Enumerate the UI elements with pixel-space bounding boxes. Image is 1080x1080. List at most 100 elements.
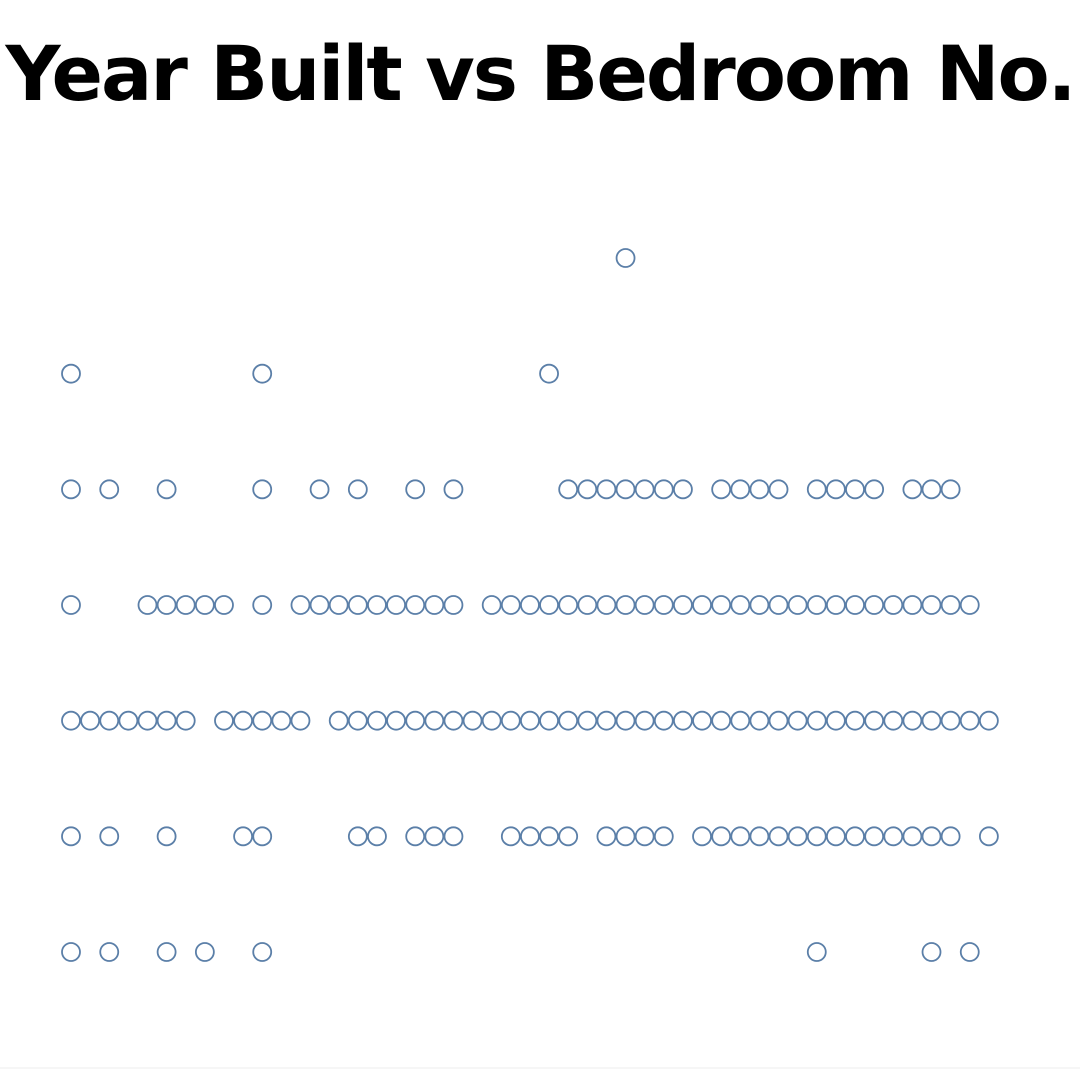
data-point <box>692 710 712 731</box>
data-point <box>99 942 120 962</box>
data-point <box>864 595 885 615</box>
data-point <box>845 710 865 731</box>
data-point <box>634 826 655 847</box>
data-point <box>386 595 406 615</box>
data-point <box>634 595 655 615</box>
data-point <box>730 595 751 615</box>
data-point <box>347 595 368 615</box>
data-point <box>806 479 827 500</box>
data-point <box>252 942 273 962</box>
chart-title: Year Built vs Bedroom No. <box>5 29 1076 118</box>
data-point <box>500 710 521 731</box>
data-point <box>978 710 999 731</box>
data-point <box>768 710 789 731</box>
data-point <box>424 710 445 731</box>
data-point <box>826 710 846 731</box>
data-point <box>194 595 215 615</box>
data-point <box>826 826 846 847</box>
data-point <box>424 595 445 615</box>
data-point <box>309 479 330 500</box>
data-point <box>252 826 273 847</box>
data-point <box>883 710 904 731</box>
data-point <box>347 479 368 500</box>
data-point <box>940 479 961 500</box>
data-point <box>156 826 177 847</box>
data-point <box>806 710 827 731</box>
data-point <box>347 826 368 847</box>
data-point <box>99 826 120 847</box>
data-point <box>692 826 712 847</box>
data-point <box>711 710 732 731</box>
data-point <box>405 479 426 500</box>
data-point <box>462 710 483 731</box>
data-point <box>424 826 445 847</box>
data-point <box>692 595 712 615</box>
data-point <box>787 595 808 615</box>
data-point <box>653 826 674 847</box>
data-point <box>845 826 865 847</box>
data-point <box>137 595 158 615</box>
data-point <box>826 479 846 500</box>
data-point <box>902 826 923 847</box>
data-point <box>367 710 387 731</box>
data-point <box>558 710 579 731</box>
data-point <box>749 710 770 731</box>
data-point <box>577 595 598 615</box>
data-point <box>749 826 770 847</box>
data-point <box>156 710 177 731</box>
data-point <box>539 363 559 384</box>
data-point <box>61 942 81 962</box>
data-point <box>596 710 617 731</box>
data-point <box>826 595 846 615</box>
data-point <box>845 479 865 500</box>
data-point <box>768 826 789 847</box>
data-point <box>175 710 196 731</box>
data-point <box>405 826 426 847</box>
data-point <box>194 942 215 962</box>
data-point <box>921 826 942 847</box>
data-point <box>615 248 636 268</box>
data-point <box>558 826 579 847</box>
data-point <box>806 826 827 847</box>
data-point <box>61 826 81 847</box>
data-point <box>271 710 292 731</box>
data-point <box>233 710 254 731</box>
data-point <box>405 710 426 731</box>
data-point <box>959 710 980 731</box>
data-point <box>940 826 961 847</box>
data-point <box>749 595 770 615</box>
data-point <box>596 595 617 615</box>
data-point <box>443 479 464 500</box>
data-point <box>252 595 273 615</box>
data-point <box>539 595 559 615</box>
data-point <box>367 826 387 847</box>
data-point <box>481 595 502 615</box>
data-point <box>386 710 406 731</box>
data-point <box>902 479 923 500</box>
data-point <box>711 595 732 615</box>
data-point <box>768 479 789 500</box>
data-point <box>156 595 177 615</box>
data-point <box>921 710 942 731</box>
data-point <box>520 595 540 615</box>
data-point <box>500 595 521 615</box>
data-point <box>634 710 655 731</box>
data-point <box>520 710 540 731</box>
data-point <box>347 710 368 731</box>
data-point <box>558 595 579 615</box>
data-point <box>61 363 81 384</box>
data-point <box>61 710 81 731</box>
data-point <box>730 479 751 500</box>
data-point <box>634 479 655 500</box>
data-point <box>673 710 693 731</box>
data-point <box>711 479 732 500</box>
data-point <box>673 595 693 615</box>
data-point <box>921 479 942 500</box>
data-point <box>653 479 674 500</box>
data-point <box>864 710 885 731</box>
data-point <box>156 942 177 962</box>
data-point <box>883 826 904 847</box>
data-point <box>481 710 502 731</box>
